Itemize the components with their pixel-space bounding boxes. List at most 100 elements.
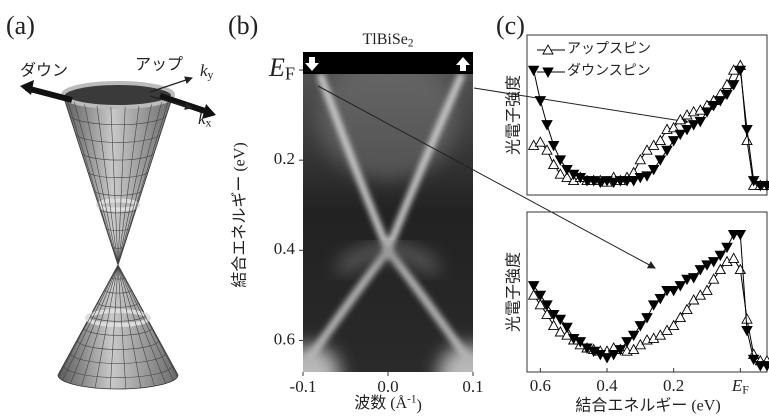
chart-title: TlBiSe2 xyxy=(363,31,414,49)
cone-mesh xyxy=(117,264,127,389)
cone-ring xyxy=(85,309,151,327)
cone-mesh xyxy=(117,106,126,266)
cone-rim xyxy=(61,81,175,109)
data-point xyxy=(634,153,647,165)
cone-mesh xyxy=(117,264,155,387)
cone-mesh xyxy=(69,352,167,364)
data-point xyxy=(634,321,647,332)
cone-ring xyxy=(96,198,140,212)
data-point xyxy=(554,314,567,326)
cone-mesh xyxy=(74,132,162,143)
data-point xyxy=(741,313,753,324)
data-point xyxy=(714,263,727,275)
arrow-head xyxy=(20,80,34,95)
cone-mesh xyxy=(87,170,149,178)
cone-mesh xyxy=(117,264,142,388)
data-point xyxy=(667,319,680,331)
cone-mesh xyxy=(81,264,119,387)
data-point xyxy=(594,177,607,189)
cone-mesh xyxy=(83,327,153,336)
data-point xyxy=(747,354,760,366)
data-point xyxy=(534,136,547,147)
cone-mesh xyxy=(62,264,119,381)
arpes-image xyxy=(303,52,473,372)
legend-marker xyxy=(542,67,554,78)
legend-label: アップスピン xyxy=(567,41,651,57)
cone-mesh xyxy=(90,314,146,322)
data-point xyxy=(734,65,747,77)
cone-mesh xyxy=(111,246,125,249)
cone-mesh xyxy=(97,302,139,308)
k-arrow xyxy=(149,95,193,110)
data-point xyxy=(721,78,733,90)
data-point xyxy=(734,229,747,241)
data-point xyxy=(727,252,740,263)
data-point xyxy=(547,319,560,331)
data-point xyxy=(734,263,747,275)
x-tick-label: 0.6 xyxy=(530,376,551,395)
data-point xyxy=(681,274,693,286)
k-label: kx xyxy=(198,109,212,129)
data-point xyxy=(701,260,713,271)
data-point xyxy=(554,168,567,179)
data-point xyxy=(527,289,540,300)
data-point xyxy=(667,136,680,147)
cone-mesh xyxy=(105,227,131,231)
data-point xyxy=(707,257,720,268)
pointer-arrow xyxy=(473,87,689,125)
spectrum-line xyxy=(533,257,767,362)
data-point xyxy=(621,337,633,348)
data-point xyxy=(607,177,620,189)
data-point xyxy=(541,120,553,131)
y-axis-label: 結合エネルギー (eV) xyxy=(231,142,249,287)
spin-arrow xyxy=(456,57,470,71)
cone-mesh xyxy=(96,106,119,266)
cone-mesh xyxy=(70,264,119,384)
data-point xyxy=(761,180,769,192)
spin-arrow xyxy=(305,57,319,71)
cone-mesh xyxy=(84,104,119,266)
y-tick-label: 0.6 xyxy=(274,329,295,348)
cone-mesh xyxy=(117,102,162,266)
data-point xyxy=(727,80,740,91)
data-point xyxy=(607,349,620,361)
cone-mesh xyxy=(117,264,178,377)
data-point xyxy=(761,361,769,372)
data-point xyxy=(687,120,700,131)
cone-mesh xyxy=(117,96,173,266)
cone-mesh xyxy=(66,99,119,266)
legend-label: ダウンスピン xyxy=(567,63,651,79)
cone-mesh xyxy=(110,106,119,266)
data-point xyxy=(554,155,567,166)
data-point xyxy=(641,313,653,324)
data-point xyxy=(547,158,560,170)
k-arrow xyxy=(149,76,193,93)
cone-mesh xyxy=(117,99,170,266)
spin-arrow xyxy=(25,85,73,103)
data-point xyxy=(661,145,673,157)
haze xyxy=(318,60,458,180)
data-point xyxy=(634,172,647,184)
data-point xyxy=(681,303,693,315)
cone-mesh xyxy=(81,151,155,161)
x-tick-label: 0.1 xyxy=(462,377,483,396)
data-point xyxy=(647,164,660,176)
data-point xyxy=(541,300,553,311)
upper-cone xyxy=(62,82,174,267)
data-point xyxy=(641,171,653,182)
data-point xyxy=(707,273,720,284)
x-tick-label: 0.2 xyxy=(663,376,684,395)
data-point xyxy=(674,281,687,292)
cone-mesh xyxy=(94,264,119,388)
data-point xyxy=(694,265,707,276)
x-tick-label: 0.4 xyxy=(596,376,618,395)
data-point xyxy=(614,345,627,356)
cone-mesh xyxy=(76,339,160,350)
y-axis-label: 光電子強度 xyxy=(505,75,523,155)
dirac-cone xyxy=(57,81,179,390)
data-point xyxy=(654,155,667,166)
data-point xyxy=(701,107,713,118)
data-point xyxy=(647,300,660,311)
cone-mesh xyxy=(110,277,126,280)
